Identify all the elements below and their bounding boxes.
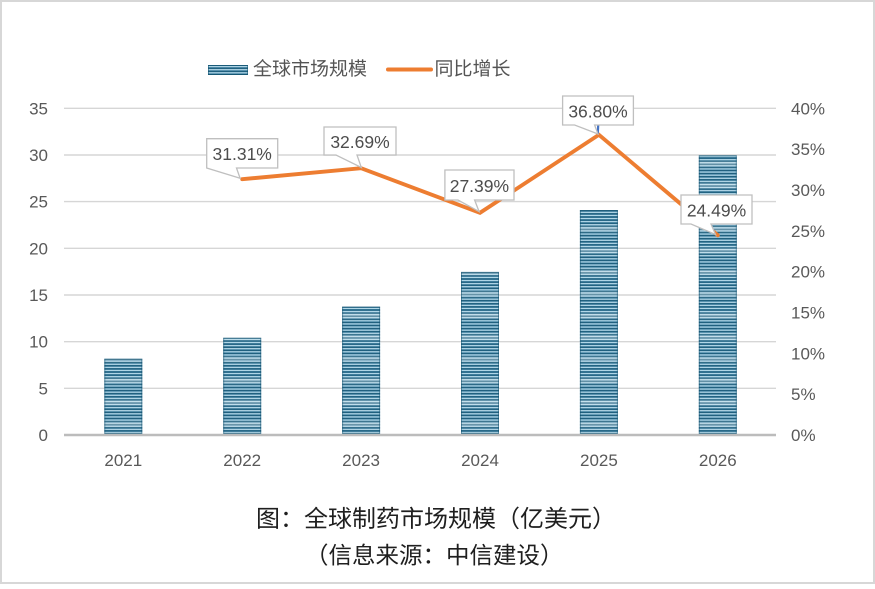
svg-text:10%: 10% [791,344,825,363]
svg-text:24.49%: 24.49% [687,200,746,220]
svg-text:35: 35 [29,99,48,118]
svg-text:25: 25 [29,193,48,212]
svg-text:40%: 40% [791,99,825,118]
svg-text:10: 10 [29,333,48,352]
svg-text:35%: 35% [791,140,825,159]
svg-text:27.39%: 27.39% [450,176,509,196]
svg-text:5: 5 [39,379,48,398]
svg-text:20%: 20% [791,263,825,282]
svg-text:5%: 5% [791,385,816,404]
svg-text:2024: 2024 [461,451,499,470]
svg-text:30%: 30% [791,181,825,200]
svg-text:30: 30 [29,146,48,165]
svg-text:32.69%: 32.69% [330,132,389,152]
svg-text:0%: 0% [791,426,816,445]
svg-text:2022: 2022 [223,451,261,470]
svg-text:36.80%: 36.80% [568,101,627,121]
svg-text:25%: 25% [791,222,825,241]
svg-text:2026: 2026 [699,451,737,470]
svg-text:2021: 2021 [104,451,142,470]
svg-text:2023: 2023 [342,451,380,470]
svg-text:31.31%: 31.31% [213,144,272,164]
svg-text:0: 0 [39,426,48,445]
svg-text:20: 20 [29,239,48,258]
svg-text:15: 15 [29,286,48,305]
svg-text:15%: 15% [791,304,825,323]
svg-text:2025: 2025 [580,451,618,470]
